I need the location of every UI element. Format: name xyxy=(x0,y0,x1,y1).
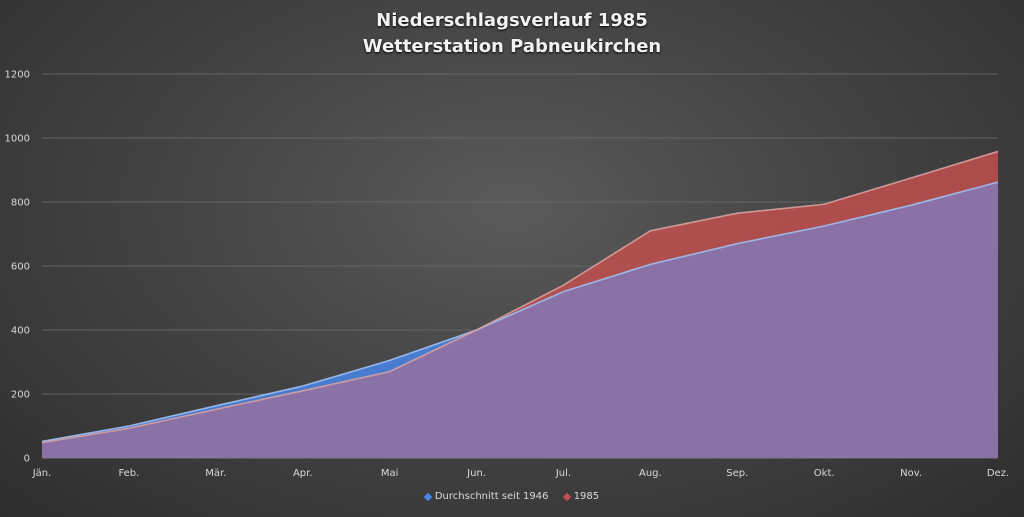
x-tick-label: Apr. xyxy=(293,468,313,479)
x-tick-label: Aug. xyxy=(639,468,662,479)
x-tick-label: Dez. xyxy=(987,468,1009,479)
x-tick-label: Jän. xyxy=(32,468,52,479)
y-tick-label: 600 xyxy=(11,262,30,273)
data-areas xyxy=(41,150,999,458)
y-tick-label: 0 xyxy=(24,454,30,465)
y-axis-ticks: 0 200 400 600 800 1000 1200 xyxy=(5,70,30,465)
y-tick-label: 400 xyxy=(11,326,30,337)
legend-label-average: Durchschnitt seit 1946 xyxy=(434,491,549,502)
x-tick-label: Feb. xyxy=(118,468,139,479)
chart-title-line-1: Niederschlagsverlauf 1985 xyxy=(376,10,648,31)
series-line-1985 xyxy=(41,150,999,444)
chart-title-line-2: Wetterstation Pabneukirchen xyxy=(362,36,662,57)
x-tick-label: Mär. xyxy=(205,468,226,479)
y-tick-label: 1000 xyxy=(5,134,30,145)
x-tick-label: Jun. xyxy=(466,468,486,479)
x-tick-label: Sep. xyxy=(726,468,748,479)
series-line-average xyxy=(41,181,999,443)
y-tick-label: 200 xyxy=(11,390,30,401)
x-tick-label: Mai xyxy=(381,468,399,479)
legend-item-1985[interactable]: 1985 xyxy=(562,491,600,502)
x-tick-label: Okt. xyxy=(814,468,835,479)
x-tick-label: Jul. xyxy=(555,468,571,479)
x-tick-label: Nov. xyxy=(900,468,922,479)
legend-item-average[interactable]: Durchschnitt seit 1946 xyxy=(423,491,549,502)
legend-label-1985: 1985 xyxy=(573,491,600,502)
area-overlap xyxy=(42,182,998,458)
y-tick-label: 800 xyxy=(11,198,30,209)
legend-swatch-average xyxy=(423,492,433,501)
chart-title: Niederschlagsverlauf 1985 Wetterstation … xyxy=(0,8,1024,60)
legend: Durchschnitt seit 1946 1985 xyxy=(0,491,1024,503)
y-tick-label: 1200 xyxy=(5,70,30,81)
legend-swatch-1985 xyxy=(562,492,571,501)
x-axis-ticks: Jän. Feb. Mär. Apr. Mai Jun. Jul. Aug. Sep. Okt. N… xyxy=(32,468,1009,479)
